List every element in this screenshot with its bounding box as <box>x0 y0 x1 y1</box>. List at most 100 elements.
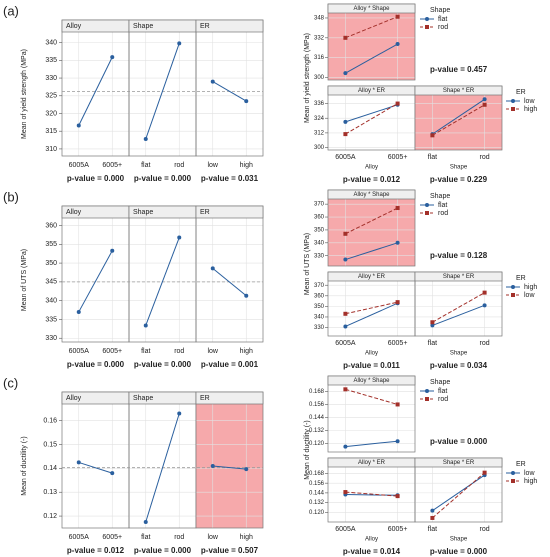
x-tick-label: 6005A <box>335 154 356 161</box>
y-tick-label: 0.132 <box>309 428 325 434</box>
marker <box>110 55 115 60</box>
x-tick-label: flat <box>141 348 150 355</box>
p-value: p-value = 0.000 <box>67 360 125 369</box>
series-line <box>212 267 247 297</box>
y-axis-label: Mean of UTS (MPa) <box>304 233 311 295</box>
y-tick-label: 0.15 <box>43 441 57 448</box>
panel-label: (c) <box>3 375 18 390</box>
panel-label: (b) <box>3 189 19 204</box>
x-tick-label: 6005+ <box>102 348 122 355</box>
marker <box>343 257 348 262</box>
legend-marker <box>425 397 429 401</box>
x-axis-label: Shape <box>450 351 468 357</box>
legend-label: rod <box>438 396 448 403</box>
x-tick-label: low <box>207 348 218 355</box>
marker <box>210 266 215 271</box>
marker <box>343 35 348 40</box>
y-tick-label: 0.120 <box>309 441 325 447</box>
x-tick-label: flat <box>141 534 150 541</box>
marker <box>343 490 348 495</box>
y-axis-label: Mean of UTS (MPa) <box>21 249 28 311</box>
y-tick-label: 0.16 <box>43 418 57 425</box>
p-value: p-value = 0.014 <box>343 547 401 556</box>
legend-marker <box>511 285 515 289</box>
strip-title: Shape * ER <box>443 460 475 466</box>
series-line <box>78 56 113 126</box>
legend-marker <box>511 471 515 475</box>
y-tick-label: 340 <box>45 298 57 305</box>
marker <box>177 41 182 46</box>
series-line <box>345 103 398 135</box>
x-tick-label: 6005A <box>335 340 356 347</box>
x-axis-label: Alloy <box>365 165 378 171</box>
panel-border <box>327 375 416 453</box>
y-tick-label: 300 <box>314 75 325 81</box>
marker <box>395 494 400 499</box>
x-tick-label: 6005+ <box>388 154 408 161</box>
series-line <box>345 207 398 235</box>
y-tick-label: 0.13 <box>43 489 57 496</box>
marker <box>395 42 400 47</box>
x-tick-label: rod <box>174 348 184 355</box>
y-tick-label: 0.168 <box>309 389 325 395</box>
strip-title: Alloy <box>66 23 82 30</box>
marker <box>430 320 435 325</box>
strip-title: Alloy * Shape <box>353 192 390 198</box>
panel-border <box>414 271 503 337</box>
panel-border <box>128 391 197 529</box>
panel-border <box>195 205 264 343</box>
strip-title: Shape <box>133 209 153 216</box>
y-tick-label: 330 <box>45 335 57 342</box>
legend-title: Shape <box>430 7 450 14</box>
p-value: p-value = 0.000 <box>134 360 192 369</box>
p-value: p-value = 0.034 <box>430 361 488 370</box>
p-value: p-value = 0.507 <box>201 546 259 555</box>
y-tick-label: 335 <box>45 316 57 323</box>
x-tick-label: low <box>207 162 218 169</box>
highlight <box>328 13 415 80</box>
x-tick-label: 6005+ <box>102 534 122 541</box>
y-tick-label: 0.156 <box>309 481 325 487</box>
x-tick-label: rod <box>174 534 184 541</box>
legend-marker <box>511 293 515 297</box>
series-line <box>345 16 398 39</box>
series-line <box>145 413 180 523</box>
legend-label: high <box>524 284 537 291</box>
marker <box>395 206 400 211</box>
marker <box>395 101 400 106</box>
marker <box>244 99 249 104</box>
series-line <box>78 461 113 474</box>
marker <box>430 323 435 328</box>
y-tick-label: 336 <box>314 101 325 107</box>
panel-border <box>128 205 197 343</box>
marker <box>143 520 148 525</box>
marker <box>343 231 348 236</box>
p-value: p-value = 0.000 <box>430 437 488 446</box>
marker <box>343 119 348 124</box>
marker <box>244 293 249 298</box>
legend-marker <box>425 25 429 29</box>
y-tick-label: 330 <box>314 253 325 259</box>
marker <box>430 515 435 520</box>
y-tick-label: 350 <box>314 304 325 310</box>
series-line <box>345 440 398 448</box>
y-tick-label: 348 <box>314 16 325 22</box>
marker <box>430 133 435 138</box>
series-line <box>345 302 398 327</box>
x-tick-label: low <box>207 534 218 541</box>
marker <box>482 470 487 475</box>
legend-marker <box>511 99 515 103</box>
p-value: p-value = 0.031 <box>201 174 259 183</box>
series-line <box>345 43 398 74</box>
marker <box>343 387 348 392</box>
p-value: p-value = 0.000 <box>430 547 488 556</box>
legend-label: high <box>524 478 537 485</box>
marker <box>482 303 487 308</box>
marker <box>395 14 400 19</box>
y-tick-label: 0.156 <box>309 402 325 408</box>
y-tick-label: 310 <box>45 146 57 153</box>
legend-label: low <box>524 292 535 299</box>
y-tick-label: 324 <box>314 116 325 122</box>
y-tick-label: 312 <box>314 130 325 136</box>
